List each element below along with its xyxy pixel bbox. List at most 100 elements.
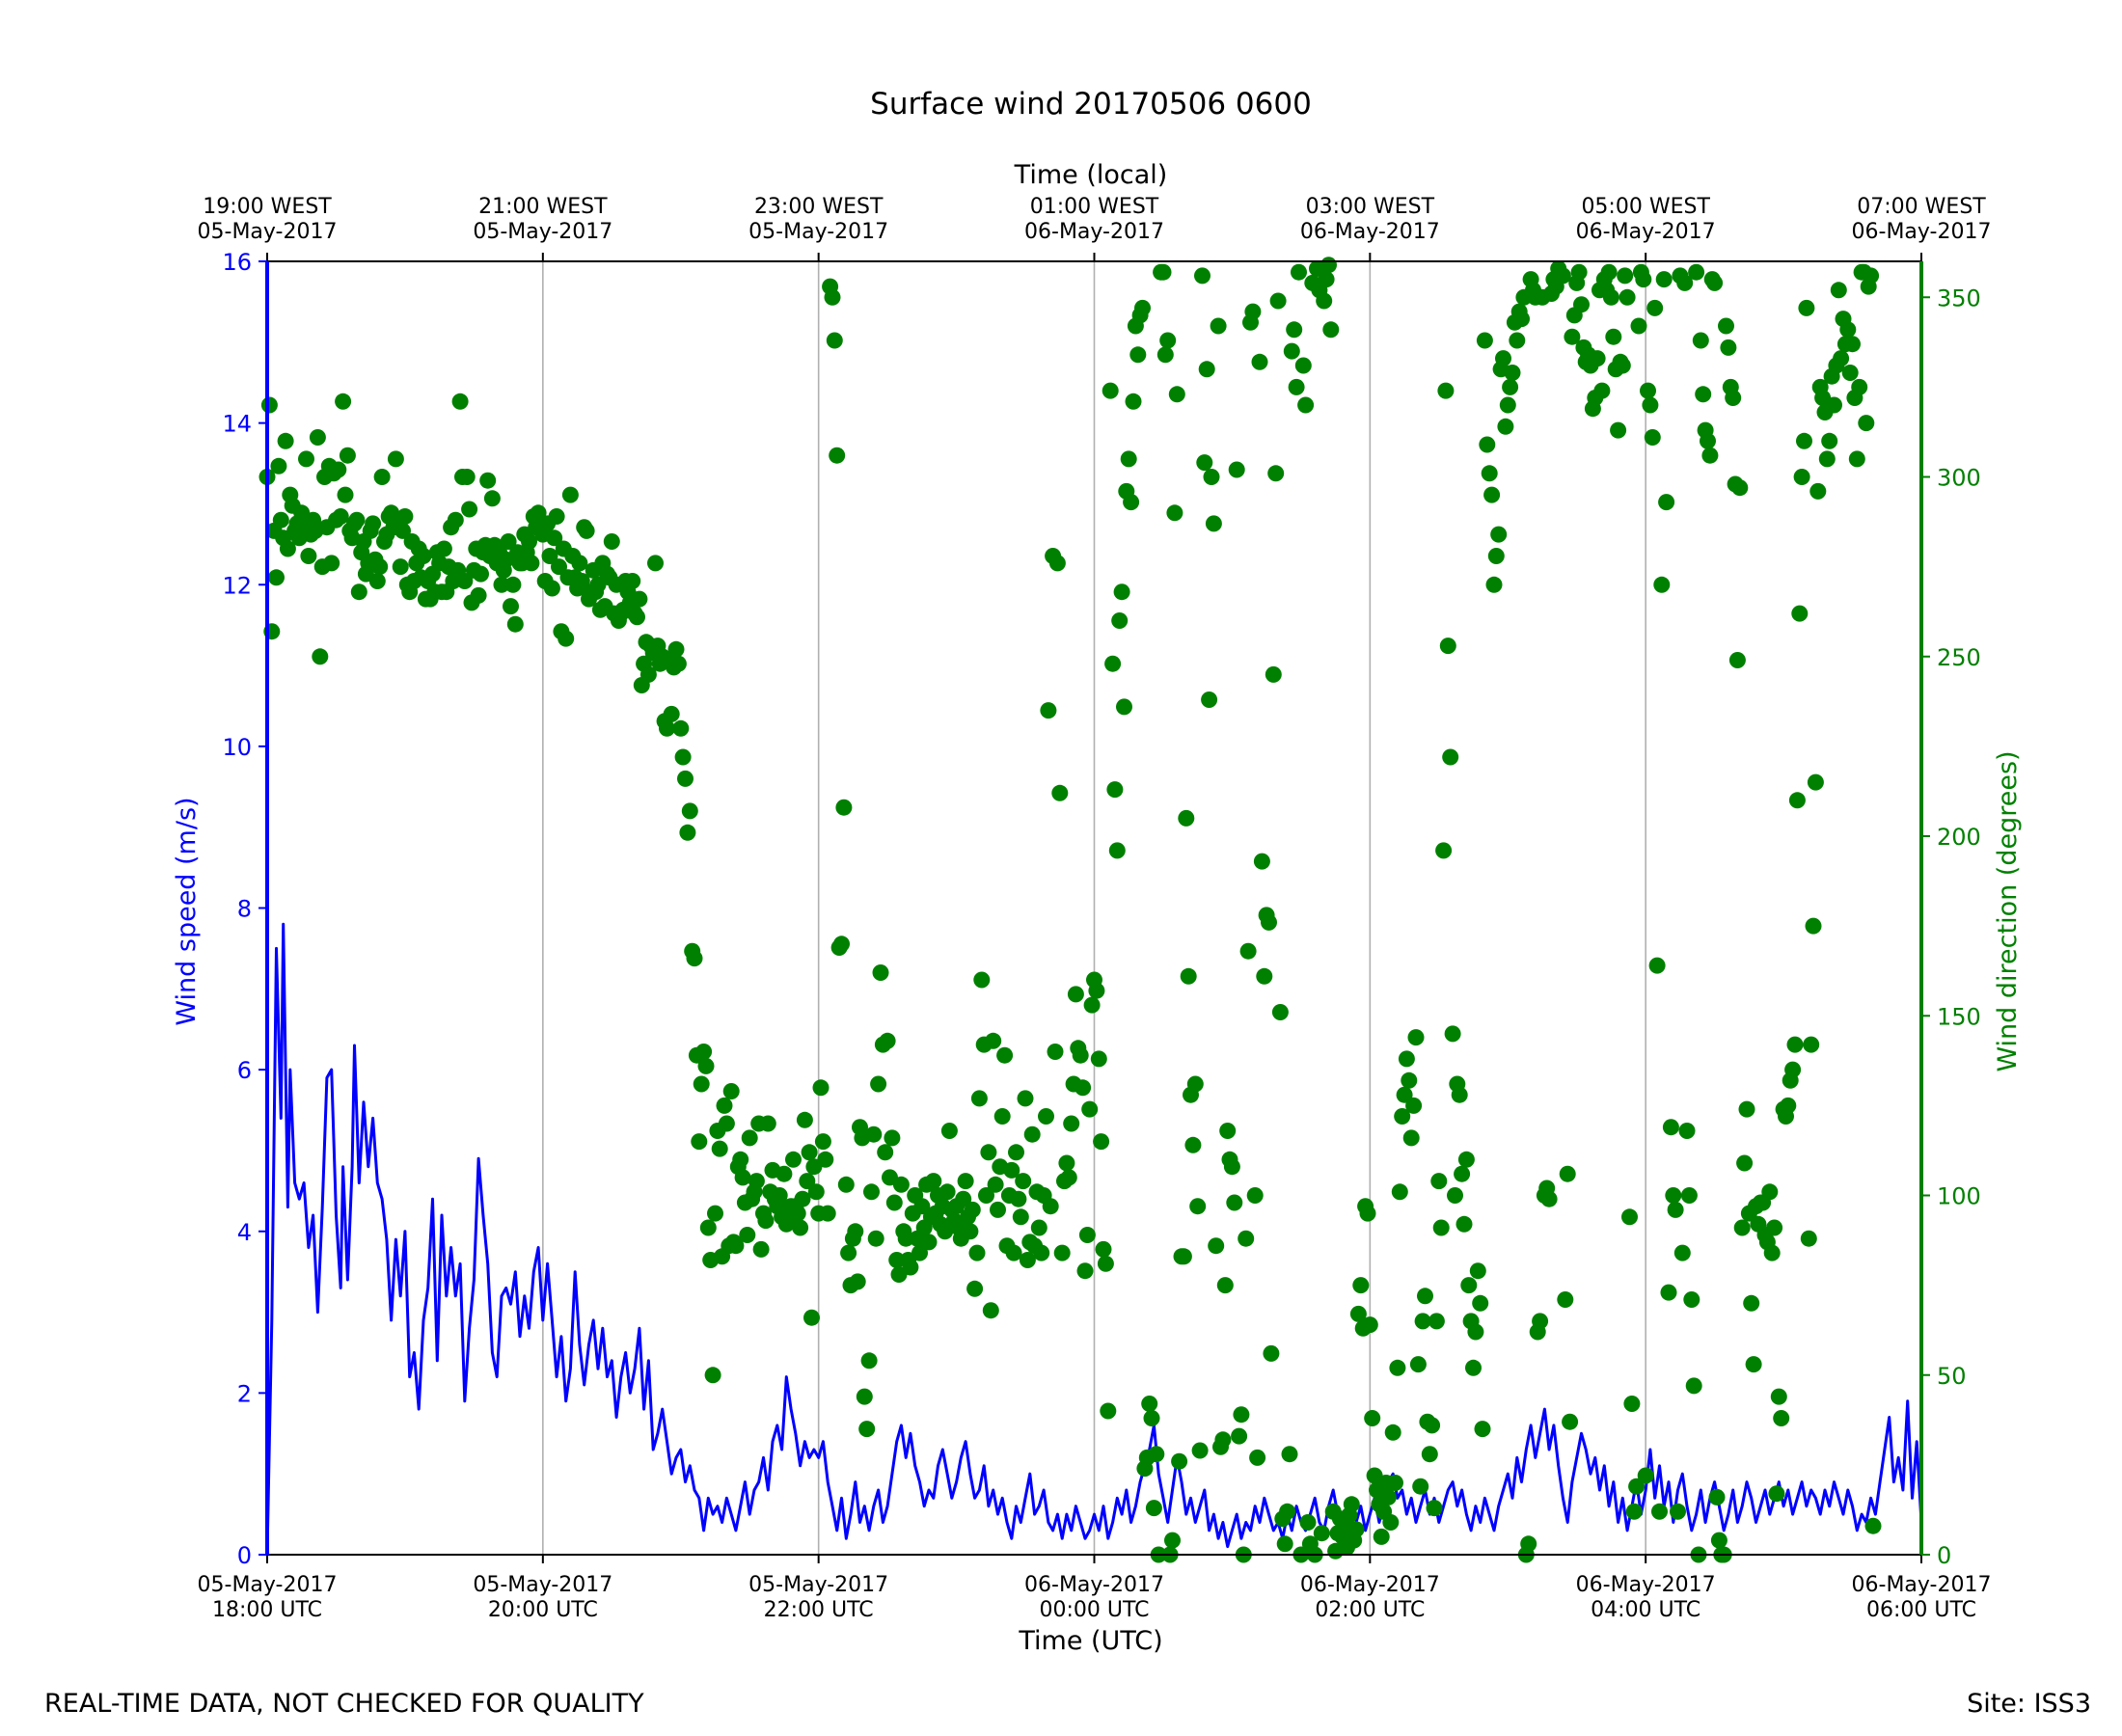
wind-direction-point xyxy=(1343,1496,1360,1513)
top-tick-date: 06-May-2017 xyxy=(1024,220,1164,244)
wind-direction-point xyxy=(483,490,501,507)
wind-direction-point xyxy=(691,1133,708,1151)
wind-direction-point xyxy=(1490,526,1508,543)
wind-direction-point xyxy=(1818,450,1836,468)
wind-direction-point xyxy=(707,1205,723,1222)
wind-direction-point xyxy=(1253,853,1270,870)
wind-direction-point xyxy=(860,1352,878,1370)
wind-direction-point xyxy=(1159,332,1177,349)
wind-direction-point xyxy=(1733,1219,1751,1236)
wind-direction-point xyxy=(573,573,590,589)
wind-direction-point xyxy=(978,1187,994,1204)
wind-direction-point xyxy=(1051,784,1069,801)
wind-direction-point xyxy=(1201,692,1218,708)
wind-direction-point xyxy=(1798,299,1815,316)
wind-direction-point xyxy=(551,558,567,576)
wind-direction-point xyxy=(849,1273,866,1290)
left-tick-label: 12 xyxy=(222,572,252,599)
wind-direction-point xyxy=(470,586,487,604)
wind-direction-point xyxy=(337,486,354,503)
left-tick-label: 10 xyxy=(222,734,252,761)
wind-direction-point xyxy=(1012,1208,1029,1226)
wind-direction-point xyxy=(1191,1442,1209,1459)
wind-direction-point xyxy=(1246,1187,1264,1204)
wind-direction-point xyxy=(1058,1154,1075,1172)
wind-direction-point xyxy=(1088,982,1105,999)
wind-direction-point xyxy=(1205,515,1222,532)
wind-direction-point xyxy=(523,555,540,572)
wind-direction-point xyxy=(1670,1503,1686,1520)
wind-direction-point xyxy=(1487,548,1505,564)
top-tick-time: 21:00 WEST xyxy=(478,195,608,219)
wind-direction-point xyxy=(1635,271,1652,288)
top-tick-date: 05-May-2017 xyxy=(473,220,612,244)
wind-direction-point xyxy=(1075,1079,1092,1097)
wind-direction-point xyxy=(1141,1396,1158,1412)
wind-direction-point xyxy=(1728,652,1746,668)
wind-direction-point xyxy=(1457,1151,1475,1168)
wind-direction-point xyxy=(1495,350,1511,367)
wind-direction-point xyxy=(775,1165,793,1182)
wind-direction-point xyxy=(1821,432,1838,449)
left-tick-label: 4 xyxy=(237,1219,252,1246)
wind-direction-point xyxy=(1263,1344,1280,1362)
wind-direction-point xyxy=(392,558,409,576)
wind-direction-point xyxy=(1483,486,1501,503)
wind-direction-point xyxy=(884,1129,901,1147)
wind-direction-point xyxy=(732,1151,749,1168)
wind-direction-point xyxy=(268,569,285,586)
wind-direction-point xyxy=(1454,1165,1471,1182)
left-tick-label: 8 xyxy=(237,896,252,923)
wind-direction-point xyxy=(1320,257,1337,274)
wind-direction-point xyxy=(1010,1190,1027,1207)
left-axis-title: Wind speed (m/s) xyxy=(172,797,202,1025)
wind-direction-point xyxy=(1628,1478,1646,1495)
wind-direction-point xyxy=(1113,583,1130,601)
wind-direction-point xyxy=(1180,967,1197,985)
wind-direction-point xyxy=(348,511,366,529)
wind-direction-point xyxy=(1053,1244,1071,1261)
wind-direction-point xyxy=(1214,1431,1232,1449)
wind-direction-point xyxy=(739,1227,756,1243)
wind-direction-point xyxy=(1504,365,1521,381)
wind-direction-series xyxy=(258,257,1882,1563)
wind-direction-point xyxy=(1619,288,1636,306)
right-tick-label: 350 xyxy=(1937,285,1981,312)
wind-direction-point xyxy=(1557,1291,1574,1308)
wind-direction-point xyxy=(1316,292,1333,310)
wind-direction-point xyxy=(1428,1313,1445,1330)
left-tick-label: 16 xyxy=(222,249,252,276)
wind-direction-point xyxy=(639,665,657,683)
wind-direction-point xyxy=(1637,1467,1654,1484)
wind-direction-point xyxy=(718,1115,735,1132)
wind-direction-point xyxy=(548,508,565,525)
bottom-tick-time: 00:00 UTC xyxy=(1039,1598,1149,1622)
wind-direction-point xyxy=(1288,378,1305,395)
wind-direction-point xyxy=(1784,1061,1802,1078)
wind-direction-point xyxy=(1196,454,1213,472)
wind-direction-point xyxy=(1156,346,1174,364)
wind-direction-point xyxy=(1008,1144,1024,1161)
wind-direction-point xyxy=(659,719,675,737)
right-tick-label: 50 xyxy=(1937,1363,1967,1390)
wind-direction-point xyxy=(631,590,648,608)
wind-direction-point xyxy=(679,824,696,841)
wind-direction-point xyxy=(1605,328,1622,345)
wind-direction-point xyxy=(711,1140,728,1157)
wind-direction-point xyxy=(1564,328,1581,345)
wind-direction-point xyxy=(1279,1503,1296,1520)
wind-direction-point xyxy=(1228,461,1245,478)
wind-direction-point xyxy=(1097,1255,1114,1272)
wind-direction-point xyxy=(1826,396,1842,414)
wind-direction-point xyxy=(1033,1244,1050,1261)
wind-direction-point xyxy=(1299,1514,1317,1531)
wind-direction-point xyxy=(1864,1517,1882,1534)
wind-direction-point xyxy=(1269,292,1287,310)
wind-direction-point xyxy=(669,655,687,672)
wind-direction-point xyxy=(1396,1086,1413,1103)
wind-direction-point xyxy=(521,533,537,550)
wind-direction-point xyxy=(1120,450,1137,468)
bottom-tick-time: 20:00 UTC xyxy=(488,1598,598,1622)
wind-direction-point xyxy=(985,1032,1002,1049)
